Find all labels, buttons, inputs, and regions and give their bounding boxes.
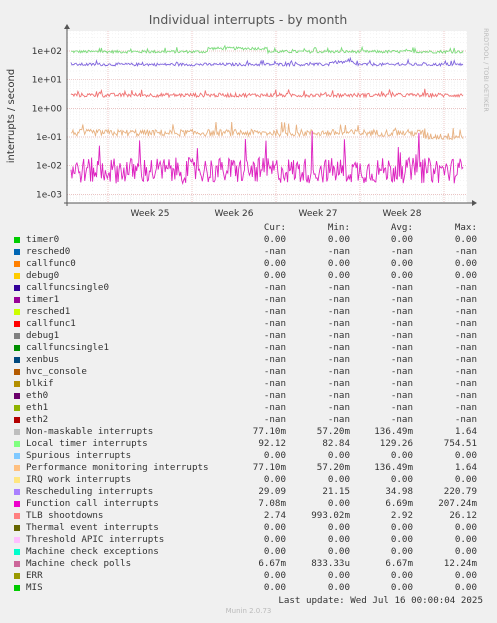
last-update: Last update: Wed Jul 16 00:00:04 2025	[278, 595, 483, 606]
x-tick-label: Week 27	[299, 209, 338, 219]
y-tick-label: 1e-03	[36, 190, 62, 200]
y-tick-label: 1e-02	[36, 162, 62, 172]
x-tick-label: Week 28	[383, 209, 422, 219]
x-tick-label: Week 25	[131, 209, 170, 219]
y-tick-label: 1e+00	[32, 104, 63, 114]
y-tick-label: 1e-01	[36, 133, 62, 143]
series-layer	[70, 44, 464, 186]
x-axis-arrow	[472, 200, 477, 206]
rrdtool-watermark: RRDTOOL / TOBI OETIKER	[482, 28, 490, 112]
y-axis-arrow	[64, 24, 70, 29]
munin-version: Munin 2.0.73	[225, 607, 272, 615]
axis-layer	[64, 24, 477, 206]
series-line	[70, 88, 464, 99]
y-tick-label: 1e+01	[32, 76, 62, 86]
y-axis-label: interrupts / second	[6, 69, 17, 163]
series-line	[70, 121, 464, 141]
y-tick-label: 1e+02	[32, 47, 62, 57]
series-line	[70, 56, 464, 68]
chart-title: Individual interrupts - by month	[149, 12, 348, 27]
series-line	[70, 44, 464, 55]
series-line	[70, 130, 464, 186]
x-tick-label: Week 26	[215, 209, 254, 219]
